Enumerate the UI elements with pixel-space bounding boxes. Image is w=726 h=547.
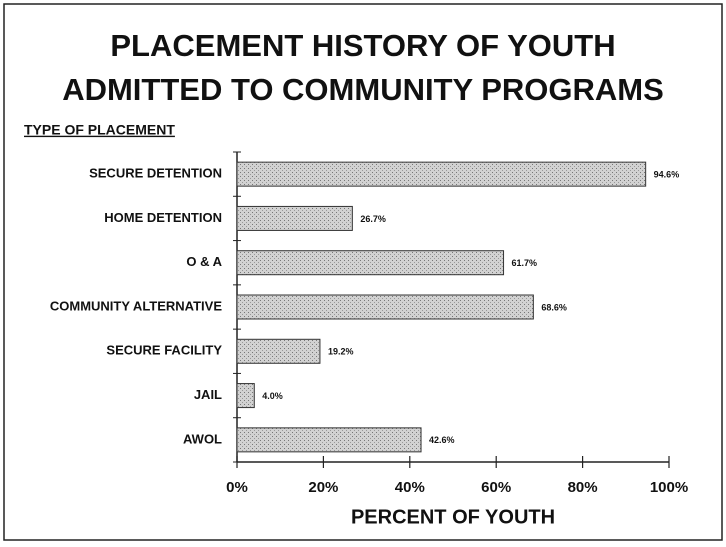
value-label: 26.7% xyxy=(360,214,386,224)
chart-title: ADMITTED TO COMMUNITY PROGRAMS xyxy=(62,72,664,107)
bar xyxy=(236,383,255,409)
y-tick-label: COMMUNITY ALTERNATIVE xyxy=(50,298,222,313)
y-tick-label: AWOL xyxy=(183,431,222,446)
y-axis-label: TYPE OF PLACEMENT xyxy=(24,122,175,138)
y-tick-label: SECURE FACILITY xyxy=(106,343,222,358)
x-tick-label: 100% xyxy=(650,479,688,496)
y-tick-label: O & A xyxy=(186,254,222,269)
x-axis-label: PERCENT OF YOUTH xyxy=(351,506,555,528)
bar xyxy=(236,338,321,364)
x-tick-label: 0% xyxy=(226,479,248,496)
x-tick-label: 60% xyxy=(481,479,511,496)
value-label: 61.7% xyxy=(512,258,538,268)
bar xyxy=(236,294,534,320)
value-label: 42.6% xyxy=(429,435,455,445)
value-label: 68.6% xyxy=(541,302,567,312)
x-tick-label: 40% xyxy=(395,479,425,496)
y-tick-label: JAIL xyxy=(194,387,222,402)
y-tick-label: HOME DETENTION xyxy=(104,210,222,225)
value-label: 19.2% xyxy=(328,347,354,357)
bar xyxy=(236,161,647,187)
value-label: 4.0% xyxy=(262,391,283,401)
frame xyxy=(3,3,723,541)
y-tick-label: SECURE DETENTION xyxy=(89,166,222,181)
chart-title: PLACEMENT HISTORY OF YOUTH xyxy=(110,28,615,63)
bar xyxy=(236,427,422,453)
bar xyxy=(236,205,353,231)
bar xyxy=(236,250,505,276)
x-tick-label: 80% xyxy=(568,479,598,496)
x-tick-label: 20% xyxy=(308,479,338,496)
value-label: 94.6% xyxy=(654,170,680,180)
